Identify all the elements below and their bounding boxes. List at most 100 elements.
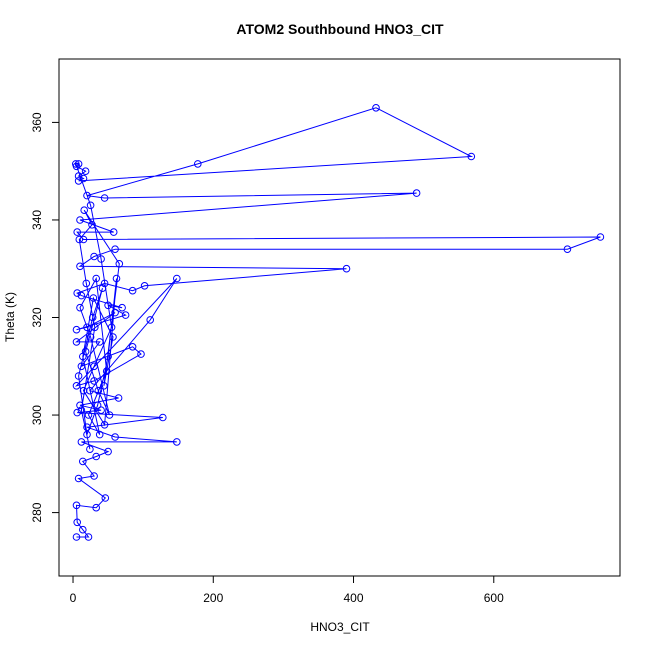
data-point — [74, 172, 83, 180]
data-point — [90, 252, 98, 261]
data-point — [104, 352, 112, 361]
y-axis: 280 300 320 340 360 — [30, 112, 60, 523]
data-point — [74, 372, 83, 380]
data-point — [111, 308, 119, 317]
data-point — [83, 191, 91, 200]
data-point — [94, 386, 103, 395]
x-axis: 0 200 400 600 — [70, 575, 504, 605]
chart-title: ATOM2 Southbound HNO3_CIT — [236, 21, 444, 37]
x-tick-label: 400 — [344, 591, 364, 605]
data-point — [79, 386, 88, 395]
data-point — [104, 301, 112, 310]
data-point — [73, 289, 81, 297]
data-point — [100, 279, 109, 288]
data-point — [77, 406, 86, 415]
data-point — [86, 201, 95, 210]
data-point — [100, 194, 109, 202]
data-point — [84, 411, 93, 419]
data-point — [83, 423, 91, 432]
data-point — [97, 255, 105, 263]
series-layer — [72, 104, 605, 541]
data-point — [105, 411, 114, 419]
data-point — [137, 350, 145, 358]
data-point — [92, 452, 100, 461]
data-point — [194, 160, 202, 168]
data-point — [79, 174, 88, 183]
data-point — [118, 303, 126, 312]
data-point — [101, 494, 110, 502]
data-point — [100, 421, 109, 429]
y-tick-label: 300 — [30, 405, 44, 425]
data-point — [107, 323, 116, 332]
data-point — [467, 152, 476, 161]
data-point — [114, 394, 123, 402]
data-point — [121, 311, 130, 319]
data-point — [92, 503, 100, 512]
data-point — [77, 438, 86, 446]
data-point — [112, 274, 121, 283]
data-point — [93, 401, 102, 410]
data-point — [111, 433, 119, 441]
data-point — [72, 160, 80, 168]
data-point — [72, 501, 81, 510]
y-axis-label: Theta (K) — [3, 292, 17, 342]
data-point — [173, 438, 181, 446]
data-point — [73, 518, 81, 527]
data-point — [76, 401, 84, 410]
data-point — [86, 445, 94, 454]
data-point — [140, 282, 149, 290]
series-line — [74, 107, 601, 538]
data-point — [72, 533, 81, 541]
data-point — [79, 457, 87, 466]
data-point — [128, 343, 137, 351]
x-axis-label: HNO3_CIT — [310, 620, 370, 634]
y-tick-label: 320 — [30, 307, 44, 327]
data-point — [563, 245, 572, 253]
data-point — [90, 377, 98, 385]
data-point — [80, 206, 88, 214]
data-point — [81, 167, 90, 175]
data-point — [73, 228, 81, 236]
data-point — [159, 413, 167, 422]
data-point — [128, 286, 137, 295]
data-point — [596, 233, 605, 241]
data-point — [79, 352, 87, 361]
x-tick-label: 600 — [484, 591, 504, 605]
data-point — [111, 245, 119, 253]
data-point — [100, 382, 108, 390]
data-point — [74, 474, 83, 483]
data-point — [91, 323, 99, 332]
data-point — [97, 406, 105, 415]
data-point — [75, 235, 84, 244]
data-point — [342, 264, 351, 273]
data-point — [79, 235, 88, 244]
plot-frame — [58, 58, 621, 577]
data-point — [72, 338, 81, 346]
data-point — [83, 430, 91, 439]
data-point — [98, 284, 107, 293]
data-point — [372, 104, 380, 112]
data-point — [74, 177, 83, 185]
data-point — [76, 262, 84, 271]
data-point — [73, 408, 81, 417]
data-point — [72, 382, 81, 390]
x-tick-label: 0 — [70, 591, 77, 605]
data-point — [115, 260, 124, 268]
data-point — [104, 447, 112, 456]
data-point — [88, 221, 96, 229]
data-point — [95, 430, 104, 439]
data-point — [77, 362, 86, 371]
data-point — [173, 274, 181, 283]
data-point — [92, 274, 100, 283]
data-point — [76, 216, 84, 224]
data-point — [76, 303, 84, 312]
y-tick-label: 280 — [30, 502, 44, 522]
x-tick-label: 200 — [203, 591, 223, 605]
data-point — [77, 291, 86, 300]
data-point — [95, 338, 104, 346]
data-point — [109, 333, 117, 341]
data-point — [82, 279, 91, 288]
data-point — [86, 333, 95, 341]
data-point — [83, 323, 91, 332]
